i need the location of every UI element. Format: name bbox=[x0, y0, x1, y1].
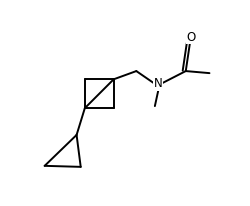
Text: N: N bbox=[154, 77, 162, 90]
Text: O: O bbox=[186, 30, 196, 44]
